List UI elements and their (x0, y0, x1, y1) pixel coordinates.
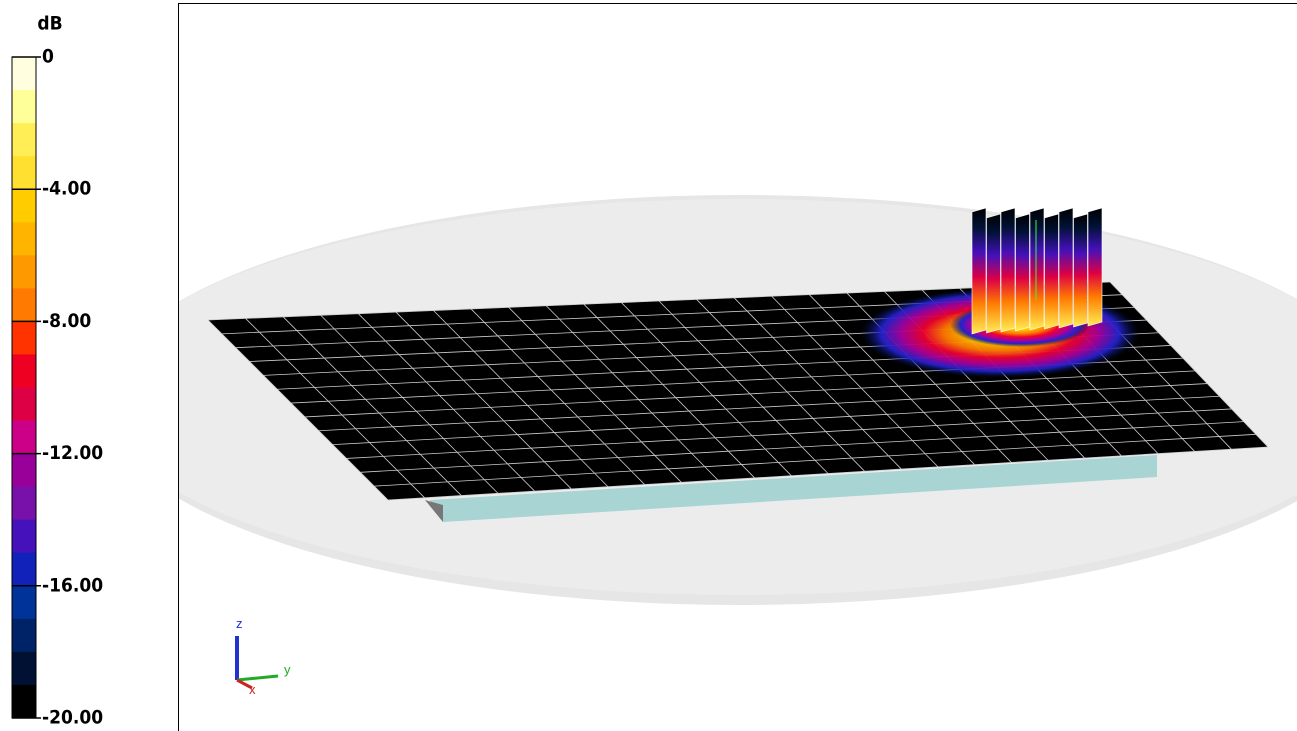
colorbar-band (12, 90, 36, 124)
grid-line (374, 433, 1256, 487)
colorbar: 0 -4.00 -8.00 -12.00 -16.00 -20.00 (11, 46, 103, 729)
grid-line (346, 408, 1232, 459)
grid-line (360, 421, 1244, 473)
grid-line (304, 370, 1196, 418)
colorbar-band (12, 354, 36, 388)
grid-line (621, 302, 792, 476)
colorbar-tick-label: -8.00 (42, 310, 91, 332)
colorbar-band (12, 288, 36, 322)
scan-slice (1073, 213, 1088, 328)
axis-label: z (236, 616, 243, 631)
grid-line (320, 314, 499, 494)
colorbar-unit: dB (37, 13, 62, 35)
grid-line (696, 299, 865, 472)
grid-line (282, 316, 462, 496)
grid-line (508, 307, 682, 483)
grid-line (245, 318, 425, 499)
colorbar-band (12, 486, 36, 521)
grid-line (207, 281, 1111, 321)
phantom-slab (430, 455, 1157, 522)
scan-slice (1087, 207, 1103, 327)
scan-slice (1015, 213, 1030, 332)
axis-label: y (284, 662, 291, 677)
grid-line (658, 300, 829, 474)
colorbar-band (12, 189, 36, 223)
scan-slice (1029, 207, 1045, 331)
grid-line (771, 295, 939, 468)
colorbar-tick-label: 0 (42, 46, 54, 68)
colorbar-tick-label: -12.00 (42, 442, 103, 464)
grid-line (809, 294, 975, 465)
axes-triad: z y x (235, 616, 291, 697)
colorbar-tick-label: -16.00 (42, 574, 103, 596)
colorbar-band (12, 255, 36, 289)
colorbar-band (12, 123, 36, 157)
colorbar-band (12, 57, 36, 91)
scan-slice (1058, 207, 1074, 329)
colorbar-band (12, 156, 36, 190)
grid-line (332, 395, 1220, 446)
colorbar-band (12, 420, 36, 455)
grid-line (207, 319, 389, 501)
grid-line (1109, 281, 1269, 448)
colorbar-band (12, 321, 36, 355)
scan-slice (1044, 213, 1059, 330)
colorbar-band (12, 684, 36, 719)
grid-line (395, 311, 572, 490)
colorbar-band (12, 387, 36, 422)
colorbar-tick-label: -20.00 (42, 707, 103, 729)
grid-line (433, 310, 609, 488)
colorbar-band (12, 618, 36, 653)
colorbar-band (12, 519, 36, 554)
scan-slice (971, 207, 987, 335)
scan-slice (986, 213, 1001, 334)
grid-line (470, 308, 645, 485)
axis-label: x (249, 682, 256, 697)
scene (179, 195, 1297, 605)
grid-line (545, 305, 719, 481)
colorbar-band (12, 552, 36, 587)
slab-side (425, 500, 443, 522)
grid-line (583, 303, 755, 479)
grid-line (358, 313, 535, 492)
grid-line (733, 297, 902, 470)
scan-slice (1000, 207, 1016, 333)
colorbar-band (12, 585, 36, 620)
colorbar-band (12, 453, 36, 488)
colorbar-tick-label: -4.00 (42, 178, 91, 200)
grid-line (387, 446, 1269, 501)
grid-line (318, 383, 1208, 432)
zoom-scan (971, 207, 1103, 335)
colorbar-band (12, 222, 36, 256)
colorbar-band (12, 651, 36, 686)
